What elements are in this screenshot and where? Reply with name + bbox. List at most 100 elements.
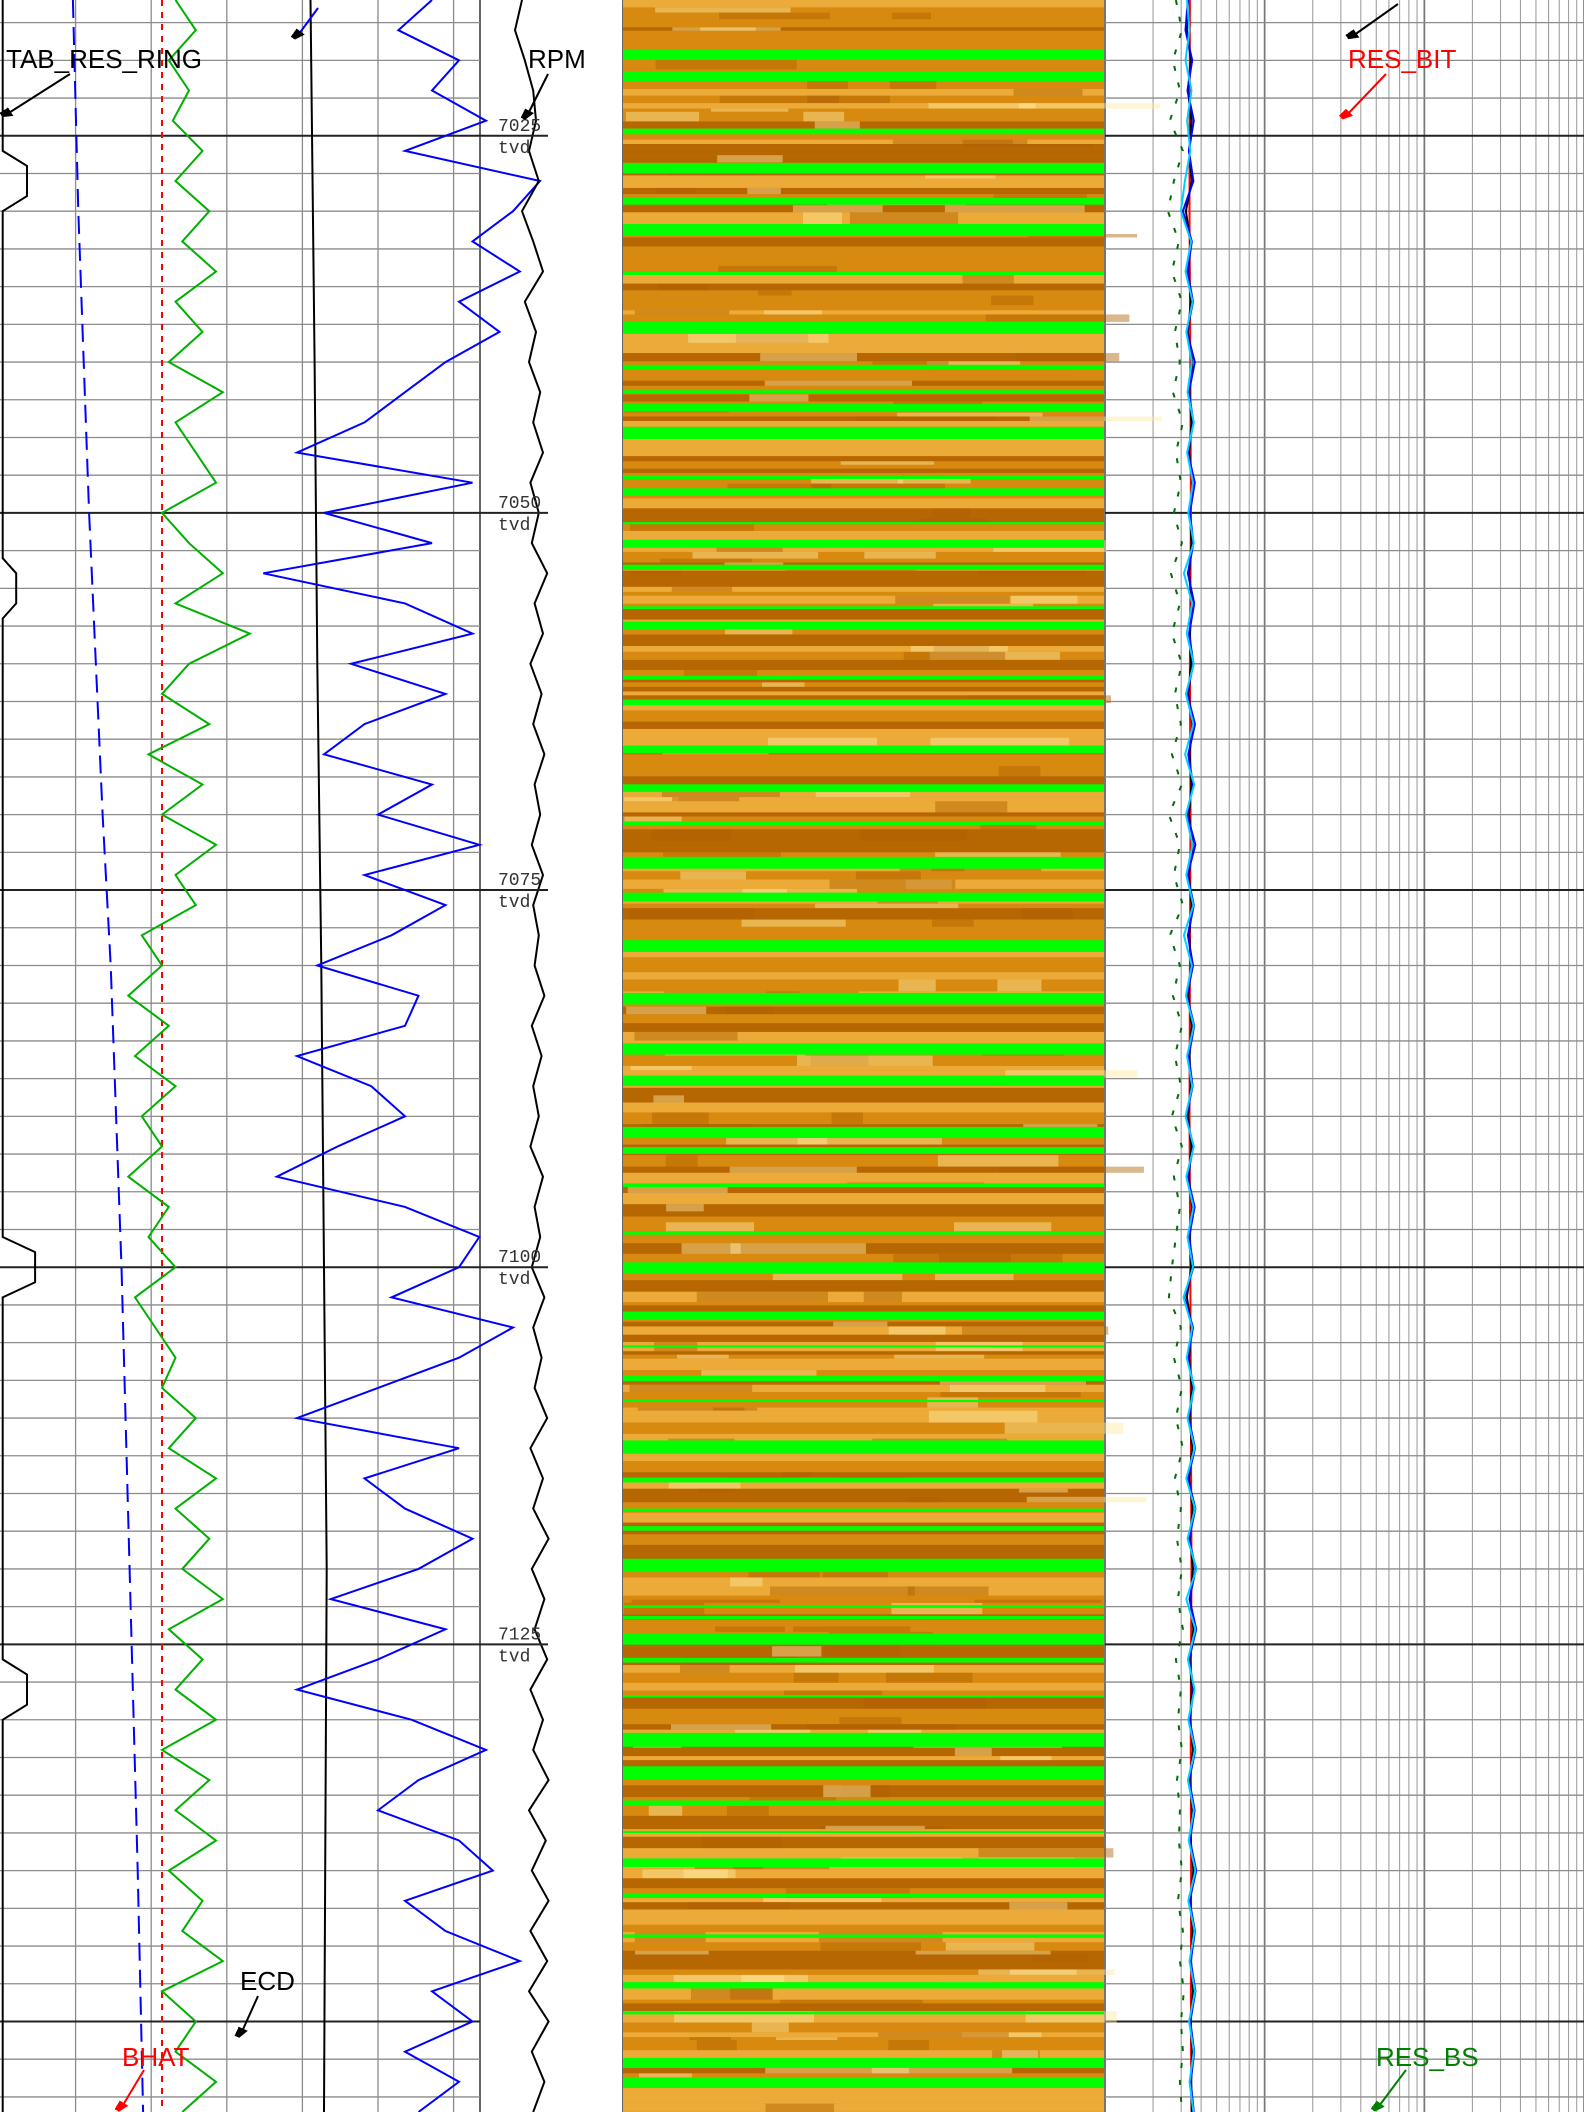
image-gap-band (623, 390, 1104, 394)
image-blotch (803, 212, 843, 225)
image-blotch (630, 1065, 692, 1071)
image-blotch (933, 646, 989, 652)
image-band (623, 1193, 1104, 1205)
image-band (623, 1433, 1104, 1439)
image-band (623, 558, 1104, 563)
image-blotch (749, 394, 809, 402)
image-blotch (761, 682, 805, 687)
image-blotch (781, 1472, 813, 1477)
image-band (623, 951, 1104, 958)
image-blotch (823, 1785, 871, 1798)
annotation-label: ECD (240, 1966, 295, 1996)
image-blotch (811, 476, 904, 484)
image-band (623, 1805, 1104, 1816)
image-gap-band (623, 745, 1104, 754)
image-blotch (806, 1724, 956, 1730)
image-blotch (962, 144, 1094, 148)
image-blotch (991, 295, 1034, 306)
image-blotch (925, 175, 996, 179)
image-blotch (933, 603, 1034, 608)
image-gap-band (623, 940, 1104, 952)
image-blotch (629, 908, 755, 920)
image-band (623, 829, 1104, 842)
image-band (623, 1902, 1104, 1910)
depth-label: 7075 (498, 871, 541, 891)
image-blotch (631, 1599, 780, 1603)
image-gap-band (623, 2057, 1104, 2068)
image-band (623, 1999, 1104, 2004)
image-band (623, 1599, 1104, 1603)
image-blotch (655, 59, 797, 70)
image-blotch (725, 1006, 773, 1015)
image-blotch (945, 1942, 1035, 1951)
image-blotch (1005, 1070, 1138, 1078)
image-blotch (1025, 2011, 1117, 2023)
image-band (623, 456, 1104, 462)
image-blotch (1031, 1954, 1088, 1963)
image-band (623, 272, 1104, 284)
image-blotch (935, 1269, 1014, 1281)
image-band (623, 523, 1104, 531)
image-blotch (625, 111, 700, 122)
image-gap-band (623, 1231, 1104, 1235)
image-blotch (829, 879, 956, 889)
image-blotch (700, 27, 781, 31)
image-blotch (719, 12, 830, 20)
image-gap-band (623, 1830, 1104, 1834)
image-blotch (758, 290, 792, 296)
image-band (623, 12, 1104, 20)
image-gap-band (623, 1657, 1104, 1663)
image-band (623, 1014, 1104, 1024)
image-band (623, 691, 1104, 696)
image-blotch (671, 586, 733, 592)
image-blotch (665, 1155, 698, 1167)
annotation-label: RPM (528, 44, 586, 74)
curve-ecd (309, 0, 328, 2112)
image-band (623, 483, 1104, 491)
image-band (623, 1626, 1104, 1632)
image-band (623, 1502, 1104, 1513)
image-band (623, 1815, 1104, 1826)
image-band (623, 551, 1104, 559)
image-blotch (624, 797, 679, 802)
image-band (623, 175, 1104, 179)
image-band (623, 595, 1104, 604)
image-blotch (872, 361, 949, 366)
image-band (623, 737, 1104, 748)
image-gap-band (623, 1345, 1104, 1348)
image-band (623, 517, 1104, 524)
depth-unit-label: tvd (498, 893, 530, 913)
image-band (623, 1898, 1104, 1903)
image-blotch (840, 461, 935, 465)
image-gap-band (623, 621, 1104, 630)
image-band (623, 852, 1104, 860)
image-blotch (630, 570, 683, 575)
image-blotch (891, 1602, 983, 1615)
image-blotch (807, 95, 890, 104)
image-track (623, 0, 1162, 2112)
image-blotch (651, 829, 732, 842)
image-blotch (895, 595, 1010, 604)
image-band (623, 1492, 1104, 1497)
image-blotch (735, 333, 809, 343)
image-blotch (863, 1291, 902, 1303)
image-blotch (985, 314, 1130, 322)
image-band (623, 1410, 1104, 1423)
image-band (623, 369, 1104, 381)
image-gap-band (623, 1893, 1104, 1898)
image-blotch (937, 1155, 1059, 1167)
image-band (623, 416, 1104, 422)
image-blotch (1011, 595, 1078, 604)
image-band (623, 1155, 1104, 1167)
image-blotch (627, 1186, 728, 1194)
image-gap-band (623, 1615, 1104, 1620)
image-band (623, 766, 1104, 777)
curve-layer (1, 0, 1198, 2112)
image-blotch (825, 1825, 925, 1830)
image-gap-band (623, 539, 1104, 548)
image-blotch (1019, 1488, 1068, 1493)
image-blotch (718, 265, 837, 273)
image-band (623, 0, 1104, 8)
image-blotch (763, 1898, 882, 1903)
image-blotch (961, 2032, 1042, 2038)
